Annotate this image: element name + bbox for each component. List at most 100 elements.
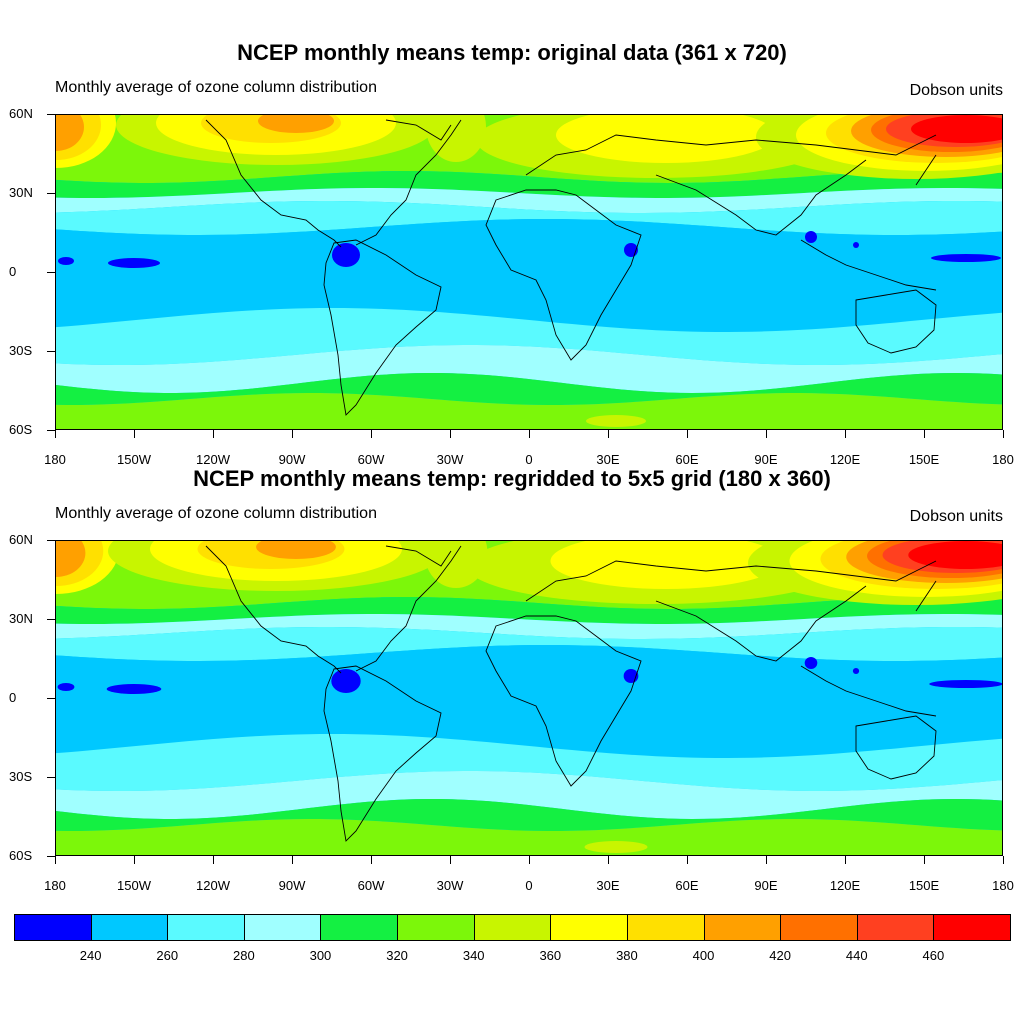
lon-tick (608, 856, 609, 864)
colorbar-label: 380 (616, 948, 638, 963)
lon-tick-label: 90W (278, 878, 306, 893)
lon-tick-label: 150E (908, 452, 940, 467)
panel-2-title: NCEP monthly means temp: regridded to 5x… (193, 466, 831, 491)
lon-tick (529, 856, 530, 864)
lon-tick (134, 430, 135, 438)
lon-tick (766, 856, 767, 864)
lat-tick-label: 0 (9, 264, 17, 279)
colorbar-swatch (933, 914, 1011, 941)
colorbar-label: 360 (539, 948, 562, 963)
lon-tick (608, 430, 609, 438)
lon-tick (292, 856, 293, 864)
lat-tick-label: 30N (9, 185, 33, 200)
lon-tick (845, 430, 846, 438)
lon-tick (529, 430, 530, 438)
ozone-map-regridded (56, 541, 1002, 855)
lon-tick (845, 856, 846, 864)
lon-tick-label: 60W (357, 878, 385, 893)
colorbar-label: 400 (692, 948, 715, 963)
colorbar-swatch (397, 914, 475, 941)
panel-1-title: NCEP monthly means temp: original data (… (237, 40, 787, 65)
colorbar-label: 440 (845, 948, 868, 963)
lon-tick (292, 430, 293, 438)
lon-tick-label: 150W (117, 452, 151, 467)
lon-tick-label: 0 (525, 452, 533, 467)
colorbar-swatch (90, 914, 169, 941)
colorbar-swatch (473, 914, 552, 941)
colorbar-label: 280 (232, 948, 255, 963)
lon-tick (450, 430, 451, 438)
lon-tick-label: 30E (596, 452, 620, 467)
lon-tick-label: 60W (357, 452, 385, 467)
lat-tick-label: 60N (9, 106, 33, 121)
lat-tick (47, 272, 55, 273)
lat-tick (47, 698, 55, 699)
lon-tick-label: 180 (992, 878, 1014, 893)
ozone-map-original (56, 115, 1002, 429)
lat-tick-label: 60S (9, 848, 33, 863)
lon-tick-label: 150E (908, 878, 940, 893)
panel-2-map (55, 540, 1003, 856)
colorbar-label: 260 (156, 948, 179, 963)
lat-tick (47, 114, 55, 115)
colorbar-swatch (550, 914, 628, 941)
lon-tick-label: 0 (525, 878, 533, 893)
lat-tick (47, 193, 55, 194)
lon-tick-label: 60E (675, 452, 699, 467)
colorbar-swatch (703, 914, 782, 941)
lon-tick-label: 180 (992, 452, 1014, 467)
lon-tick-label: 180 (44, 878, 66, 893)
lat-tick-label: 30N (9, 611, 33, 626)
colorbar-label: 340 (462, 948, 485, 963)
colorbar-swatch (626, 914, 705, 941)
lon-tick-label: 180 (44, 452, 66, 467)
lon-tick-label: 30W (436, 452, 464, 467)
colorbar-label: 300 (309, 948, 332, 963)
lon-tick-label: 90W (278, 452, 306, 467)
panel-1-subtitle: Monthly average of ozone column distribu… (55, 79, 377, 96)
lat-tick (47, 351, 55, 352)
lon-tick-label: 90E (754, 452, 778, 467)
lat-tick (47, 777, 55, 778)
colorbar-label: 420 (769, 948, 791, 963)
panel-2-subtitle: Monthly average of ozone column distribu… (55, 505, 377, 522)
lon-tick-label: 120E (829, 452, 861, 467)
lat-tick-label: 60S (9, 422, 33, 437)
lat-tick-label: 30S (9, 769, 33, 784)
lat-tick-label: 60N (9, 532, 33, 547)
panel-2-units: Dobson units (909, 508, 1003, 525)
lon-tick-label: 120E (829, 878, 861, 893)
colorbar-swatch (167, 914, 245, 941)
colorbar-swatch (320, 914, 399, 941)
lon-tick (371, 430, 372, 438)
lat-tick (47, 619, 55, 620)
panel-1-units: Dobson units (909, 82, 1003, 99)
lon-tick-label: 120W (196, 878, 230, 893)
lon-tick-label: 90E (754, 878, 778, 893)
coastlines (205, 545, 937, 842)
lat-tick (47, 540, 55, 541)
lat-tick-label: 30S (9, 343, 33, 358)
lon-tick (55, 430, 56, 438)
lon-tick-label: 120W (196, 452, 230, 467)
colorbar-swatch (856, 914, 935, 941)
lon-tick-label: 30W (436, 878, 464, 893)
coastlines (205, 119, 937, 416)
lon-tick (371, 856, 372, 864)
lon-tick (213, 856, 214, 864)
lon-tick (924, 856, 925, 864)
lat-tick-label: 0 (9, 690, 17, 705)
colorbar-swatch (780, 914, 858, 941)
lon-tick (687, 430, 688, 438)
lon-tick (924, 430, 925, 438)
colorbar-swatch (243, 914, 322, 941)
lon-tick-label: 150W (117, 878, 151, 893)
lon-tick (1003, 856, 1004, 864)
colorbar-label: 240 (79, 948, 102, 963)
panel-1-map (55, 114, 1003, 430)
lon-tick (55, 856, 56, 864)
lon-tick (134, 856, 135, 864)
lon-tick (687, 856, 688, 864)
lon-tick (766, 430, 767, 438)
colorbar-label: 460 (922, 948, 945, 963)
